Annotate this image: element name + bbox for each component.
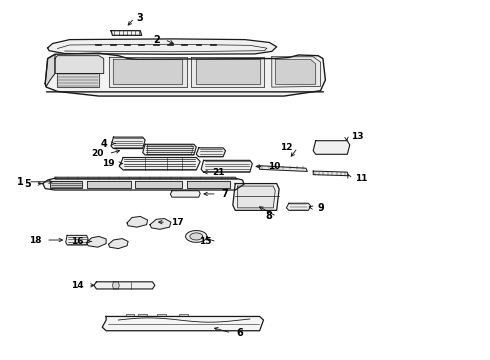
Text: 5: 5 — [24, 179, 30, 189]
Polygon shape — [192, 57, 265, 87]
Text: 10: 10 — [269, 162, 281, 171]
Polygon shape — [190, 233, 203, 240]
Polygon shape — [109, 239, 128, 249]
Polygon shape — [45, 54, 55, 86]
Polygon shape — [135, 181, 182, 188]
Polygon shape — [238, 186, 275, 208]
Text: 9: 9 — [317, 203, 324, 212]
Text: 16: 16 — [71, 237, 83, 246]
Polygon shape — [138, 314, 147, 316]
Polygon shape — [125, 314, 134, 316]
Polygon shape — [233, 184, 279, 210]
Polygon shape — [186, 230, 207, 242]
Polygon shape — [171, 191, 200, 197]
Text: 17: 17 — [171, 218, 184, 227]
Text: 15: 15 — [199, 237, 212, 246]
Text: 12: 12 — [280, 143, 293, 152]
Polygon shape — [147, 145, 194, 154]
Polygon shape — [260, 166, 307, 171]
Polygon shape — [111, 137, 145, 149]
Polygon shape — [43, 178, 244, 190]
Polygon shape — [201, 160, 252, 172]
Text: 18: 18 — [29, 235, 41, 244]
Text: 14: 14 — [71, 281, 83, 290]
Text: 11: 11 — [355, 174, 367, 183]
Polygon shape — [102, 316, 264, 331]
Text: 2: 2 — [153, 35, 160, 45]
Polygon shape — [66, 235, 88, 245]
Text: 13: 13 — [351, 132, 364, 141]
Polygon shape — [55, 56, 104, 73]
Polygon shape — [196, 59, 260, 84]
Polygon shape — [179, 314, 188, 316]
Text: 21: 21 — [212, 168, 224, 177]
Polygon shape — [50, 181, 82, 188]
Text: 6: 6 — [236, 328, 243, 338]
Polygon shape — [48, 39, 277, 54]
Polygon shape — [113, 282, 119, 289]
Text: 8: 8 — [265, 211, 272, 221]
Polygon shape — [313, 141, 350, 154]
Polygon shape — [109, 57, 187, 87]
Polygon shape — [127, 216, 147, 227]
Polygon shape — [45, 53, 325, 96]
Polygon shape — [55, 177, 237, 179]
Polygon shape — [157, 314, 166, 316]
Text: 3: 3 — [136, 13, 143, 23]
Polygon shape — [94, 282, 155, 289]
Polygon shape — [276, 60, 316, 84]
Polygon shape — [87, 237, 106, 247]
Text: 20: 20 — [91, 149, 104, 158]
Polygon shape — [111, 31, 142, 35]
Polygon shape — [313, 171, 348, 176]
Polygon shape — [272, 57, 320, 87]
Text: 7: 7 — [221, 189, 228, 199]
Polygon shape — [87, 181, 130, 188]
Polygon shape — [119, 157, 200, 170]
Text: 19: 19 — [102, 159, 115, 168]
Polygon shape — [187, 181, 230, 188]
Polygon shape — [143, 144, 196, 155]
Text: 1: 1 — [17, 177, 24, 187]
Polygon shape — [287, 203, 311, 210]
Polygon shape — [150, 219, 171, 229]
Text: 4: 4 — [101, 139, 108, 149]
Polygon shape — [196, 148, 225, 157]
Polygon shape — [114, 59, 182, 84]
Polygon shape — [57, 73, 99, 87]
